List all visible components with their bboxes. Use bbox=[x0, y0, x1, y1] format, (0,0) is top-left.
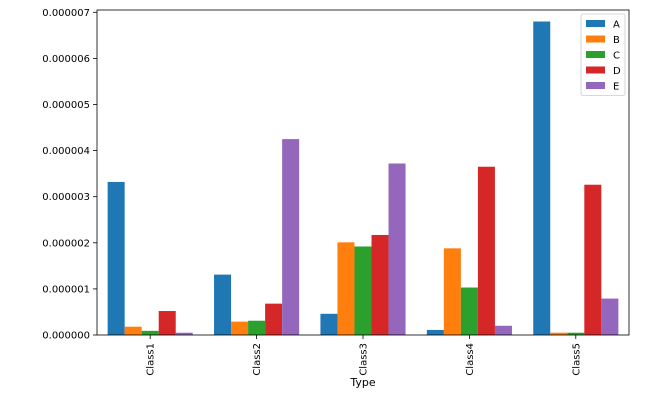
bar-D-Class5 bbox=[584, 184, 602, 335]
bar-A-Class5 bbox=[533, 21, 551, 336]
bar-A-Class2 bbox=[214, 274, 232, 335]
bar-E-Class4 bbox=[494, 325, 512, 335]
bar-C-Class4 bbox=[460, 287, 478, 335]
x-tick-label: Class4 bbox=[465, 343, 476, 376]
bars-group bbox=[107, 21, 619, 336]
x-axis-label: Type bbox=[349, 376, 375, 389]
y-tick-label: 0.000005 bbox=[42, 100, 90, 111]
legend-label-B: B bbox=[613, 35, 620, 46]
y-tick-label: 0.000000 bbox=[42, 331, 90, 342]
bar-D-Class4 bbox=[477, 166, 495, 335]
bar-E-Class5 bbox=[601, 298, 619, 335]
legend-swatch-D bbox=[586, 66, 605, 74]
x-tick-label: Class2 bbox=[252, 343, 263, 376]
bar-C-Class2 bbox=[248, 320, 266, 335]
bar-B-Class3 bbox=[337, 242, 355, 335]
legend-swatch-A bbox=[586, 20, 605, 27]
bar-E-Class2 bbox=[282, 139, 300, 335]
y-tick-label: 0.000006 bbox=[42, 54, 90, 65]
y-tick-label: 0.000007 bbox=[42, 8, 90, 19]
y-tick-label: 0.000003 bbox=[42, 192, 90, 203]
legend-label-A: A bbox=[613, 20, 620, 31]
legend-label-D: D bbox=[613, 66, 621, 77]
y-tick-label: 0.000004 bbox=[42, 146, 90, 157]
bar-D-Class1 bbox=[158, 311, 176, 335]
bar-D-Class2 bbox=[265, 303, 283, 335]
bar-B-Class5 bbox=[550, 332, 568, 335]
bar-C-Class1 bbox=[141, 330, 159, 335]
bar-E-Class1 bbox=[175, 332, 193, 335]
bar-B-Class1 bbox=[124, 326, 142, 335]
bar-D-Class3 bbox=[371, 234, 389, 335]
bar-A-Class1 bbox=[107, 181, 125, 335]
x-tick-label: Class1 bbox=[146, 343, 157, 376]
bar-B-Class2 bbox=[231, 321, 249, 335]
legend-swatch-C bbox=[586, 51, 605, 58]
bar-C-Class5 bbox=[567, 332, 585, 335]
x-axis: Class1 Class2 Class3 Class4 Class5 bbox=[146, 335, 582, 376]
x-tick-label: Class5 bbox=[571, 343, 582, 376]
x-tick-label: Class3 bbox=[359, 343, 370, 376]
bar-A-Class4 bbox=[426, 329, 444, 335]
bar-B-Class4 bbox=[443, 248, 461, 335]
y-tick-label: 0.000002 bbox=[42, 238, 90, 249]
legend-swatch-E bbox=[586, 82, 605, 89]
bar-C-Class3 bbox=[354, 246, 372, 335]
legend-label-C: C bbox=[613, 51, 620, 62]
y-axis: 0.000000 0.000001 0.000002 0.000003 0.000004… bbox=[42, 8, 97, 342]
legend-label-E: E bbox=[613, 82, 619, 93]
bar-A-Class3 bbox=[320, 313, 338, 335]
legend-swatch-B bbox=[586, 35, 605, 43]
bar-E-Class3 bbox=[388, 163, 406, 335]
y-tick-label: 0.000001 bbox=[42, 284, 90, 295]
